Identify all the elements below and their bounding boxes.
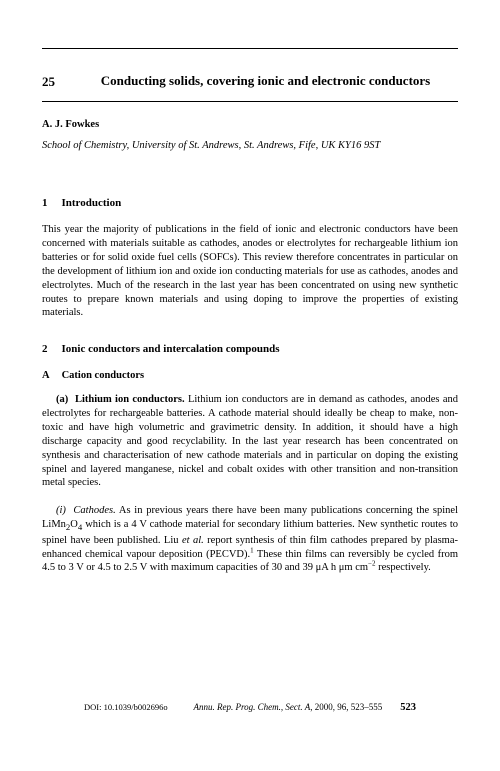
- cathodes-body-mid: O: [70, 519, 78, 530]
- para-lithium-conductors: (a) Lithium ion conductors. Lithium ion …: [42, 393, 458, 490]
- section-1-heading: 1 Introduction: [42, 196, 458, 211]
- doi: DOI: 10.1039/b002696o: [84, 702, 168, 713]
- section-2-heading: 2 Ionic conductors and intercalation comp…: [42, 342, 458, 357]
- subsection-a-letter: A: [42, 369, 50, 383]
- etal: et al.: [182, 535, 204, 546]
- section-2-title: Ionic conductors and intercalation compo…: [62, 343, 280, 355]
- author-affiliation: School of Chemistry, University of St. A…: [42, 139, 458, 153]
- section-1-body: This year the majority of publications i…: [42, 223, 458, 320]
- journal-cite: Annu. Rep. Prog. Chem., Sect. A, 2000, 9…: [194, 701, 383, 713]
- author-name: A. J. Fowkes: [42, 118, 458, 132]
- page-footer: DOI: 10.1039/b002696o Annu. Rep. Prog. C…: [84, 701, 416, 715]
- para-a-body: Lithium ion conductors are in demand as …: [42, 394, 458, 488]
- chapter-heading: 25 Conducting solids, covering ionic and…: [42, 73, 458, 91]
- subsection-a-title: Cation conductors: [62, 370, 145, 381]
- title-underline: [42, 101, 458, 102]
- chapter-number: 25: [42, 73, 55, 91]
- runin-a-label: (a) Lithium ion conductors.: [56, 394, 185, 405]
- para-cathodes: (i) Cathodes. As in previous years there…: [42, 504, 458, 575]
- sup-neg2: −2: [368, 560, 375, 568]
- runin-i-label: (i) Cathodes.: [56, 505, 116, 516]
- subsection-a-heading: A Cation conductors: [42, 369, 458, 383]
- chapter-title: Conducting solids, covering ionic and el…: [73, 73, 458, 90]
- footer-right: Annu. Rep. Prog. Chem., Sect. A, 2000, 9…: [194, 701, 416, 715]
- section-1-num: 1: [42, 196, 48, 211]
- top-rule: [42, 48, 458, 49]
- page-number: 523: [400, 701, 416, 715]
- cathodes-tail2: respectively.: [376, 562, 431, 573]
- section-2-num: 2: [42, 342, 48, 357]
- section-1-title: Introduction: [62, 197, 122, 209]
